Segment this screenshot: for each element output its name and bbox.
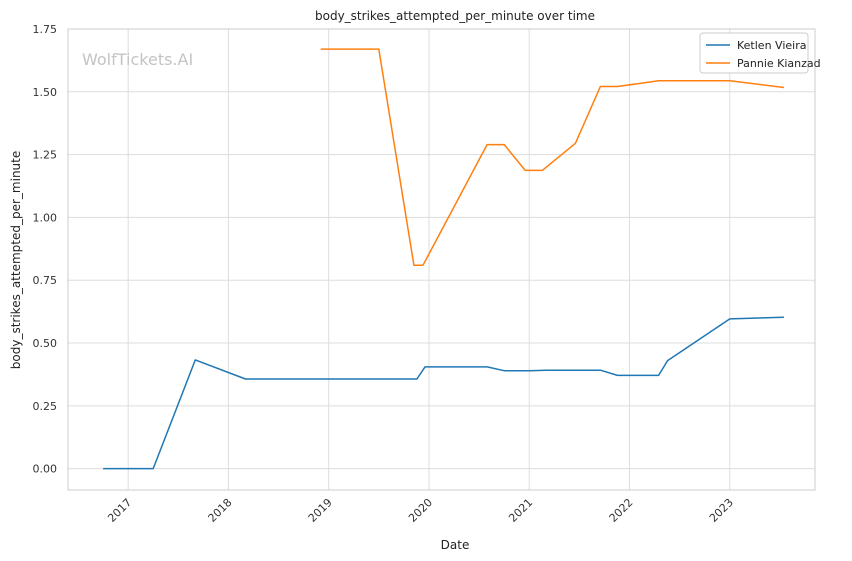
x-axis-label: Date xyxy=(441,538,470,552)
y-tick-label: 0.00 xyxy=(33,463,58,476)
legend: Ketlen Vieira Pannie Kianzad xyxy=(699,32,821,74)
y-tick-label: 1.00 xyxy=(33,211,58,224)
y-tick-label: 1.25 xyxy=(33,149,58,162)
y-tick-label: 0.75 xyxy=(33,274,58,287)
series-line-pannie-kianzad xyxy=(320,48,784,266)
chart-title: body_strikes_attempted_per_minute over t… xyxy=(315,9,595,23)
legend-label-ketlen-vieira: Ketlen Vieira xyxy=(737,39,806,52)
y-tick-label: 0.50 xyxy=(33,337,58,350)
series-lines xyxy=(103,48,784,470)
plot-frame xyxy=(67,28,816,491)
y-axis-label: body_strikes_attempted_per_minute xyxy=(9,151,23,369)
y-tick-label: 0.25 xyxy=(33,400,58,413)
y-tick-label: 1.75 xyxy=(33,23,58,36)
series-line-ketlen-vieira xyxy=(103,316,784,470)
y-axis-ticks: 0.00 0.25 0.50 0.75 1.00 1.25 1.50 1.75 xyxy=(33,23,58,476)
watermark: WolfTickets.AI xyxy=(82,50,193,69)
legend-label-pannie-kianzad: Pannie Kianzad xyxy=(737,57,821,70)
y-tick-label: 1.50 xyxy=(33,86,58,99)
